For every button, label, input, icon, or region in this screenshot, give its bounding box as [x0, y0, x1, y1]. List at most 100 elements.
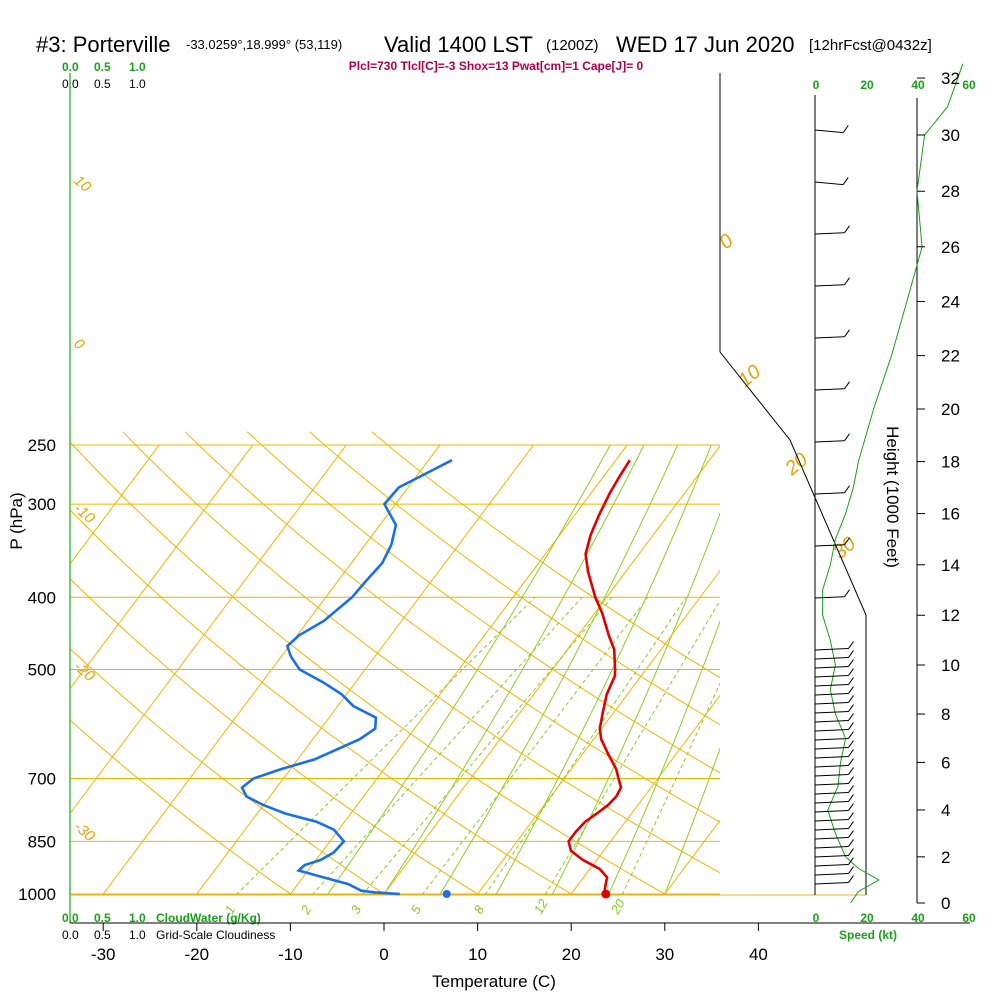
wind-barb — [814, 765, 849, 768]
wind-barb-flag — [844, 329, 850, 337]
background-grid — [70, 431, 846, 895]
wind-panel — [814, 63, 964, 904]
wind-barb — [814, 882, 849, 885]
wind-barb — [814, 284, 845, 287]
cloudwater-tick: 0.5 — [94, 911, 111, 925]
dry-adiabat-label: 10 — [70, 172, 94, 196]
valid-utc: (1200Z) — [546, 37, 599, 54]
height-axis-label: Height (1000 Feet) — [883, 426, 902, 568]
speed-axis-bottom: 0 20 40 60 Speed (kt) — [813, 911, 976, 942]
wind-barb-flag — [848, 776, 854, 784]
mixing-ratio-label: 2 — [297, 902, 314, 917]
x-axis-label: Temperature (C) — [432, 972, 556, 991]
height-tick-label: 2 — [941, 848, 950, 867]
wind-barb-flag — [848, 812, 854, 820]
wind-barb-flag — [848, 686, 854, 694]
wind-speed-profile — [822, 63, 964, 904]
surface-temperature-marker — [601, 889, 611, 899]
cloudiness-tick: 0.0 — [62, 928, 79, 942]
moist-adiabat-line — [439, 444, 679, 895]
speed-tick: 40 — [911, 911, 925, 925]
cloudwater-label: CloudWater (g/Kg) — [156, 911, 261, 925]
mixing-ratio-line — [421, 596, 649, 895]
speed-axis-top: 0 20 40 60 — [813, 78, 976, 92]
height-tick-label: 22 — [941, 347, 960, 366]
dry-adiabat-line — [70, 719, 293, 895]
height-tick-label: 16 — [941, 505, 960, 524]
cloud-scale-top: 0.0 0.5 1.0 0.0 0.5 1.0 — [62, 60, 146, 91]
wind-barb — [814, 828, 849, 831]
y-axis-label: P (hPa) — [7, 492, 26, 549]
dry-adiabat-label: 0 — [70, 335, 88, 354]
dry-adiabat-line — [184, 431, 720, 823]
moist-adiabat-line — [495, 444, 712, 895]
dry-adiabat-line — [371, 431, 720, 679]
temperature-tick-label: 30 — [655, 945, 674, 964]
wind-barb — [814, 774, 849, 777]
moist-adiabat-line — [608, 619, 720, 895]
wind-barb-flag — [842, 125, 849, 133]
dry-adiabat-line — [70, 441, 668, 895]
wind-barb — [814, 666, 849, 669]
isotherm-line — [102, 444, 441, 895]
cloudwater-tick: 1.0 — [129, 60, 146, 74]
dry-adiabat-line — [309, 431, 720, 726]
wind-barb-flag — [848, 677, 854, 685]
moist-adiabat-line — [721, 445, 846, 894]
wind-barb — [814, 819, 849, 822]
speed-tick: 20 — [860, 78, 874, 92]
wind-barb — [814, 684, 849, 687]
wind-barb-flag — [844, 381, 850, 389]
chart-axes: 0246810121416182022242628303225030040050… — [18, 69, 960, 964]
height-tick-label: 28 — [941, 182, 960, 201]
mixing-ratio-line — [544, 599, 720, 895]
dry-adiabat-line — [70, 647, 387, 895]
wind-barb-flag — [844, 433, 850, 441]
cloud-scale-bottom: 0.0 0.5 1.0 CloudWater (g/Kg) 0.0 0.5 1.… — [62, 911, 275, 942]
wind-barb — [814, 801, 849, 804]
height-tick-label: 0 — [941, 894, 950, 913]
valid-time: Valid 1400 LST — [384, 32, 533, 57]
wind-barb-flag — [848, 848, 854, 856]
temperature-tick-label: -20 — [185, 945, 210, 964]
height-tick-label: 4 — [941, 801, 950, 820]
pressure-tick-label: 400 — [28, 588, 56, 607]
wind-barb — [814, 711, 849, 714]
mixing-ratio-line — [235, 596, 536, 895]
mixing-ratio-label: 12 — [531, 896, 552, 917]
wind-barb-flag — [844, 589, 850, 597]
wind-barb — [814, 336, 845, 339]
wind-barb-flag — [848, 875, 854, 883]
wind-barb-flag — [848, 857, 854, 865]
cloudiness-tick: 0.5 — [94, 928, 111, 942]
wind-barb-flag — [842, 177, 849, 185]
temperature-tick-label: 40 — [749, 945, 768, 964]
wind-barb — [814, 738, 849, 741]
wind-barb-flag — [848, 767, 854, 775]
wind-barb-flag — [848, 866, 854, 874]
wind-barb — [814, 792, 849, 795]
height-tick-label: 32 — [941, 69, 960, 88]
wind-barb — [814, 720, 849, 723]
moist-adiabat-line — [383, 444, 645, 895]
moist-adiabat-line — [552, 512, 720, 895]
wind-panel-outline — [719, 351, 867, 895]
chart-header: #3: Porterville -33.0259°,18.999° (53,11… — [36, 32, 932, 73]
wind-barb — [814, 747, 849, 750]
height-tick-label: 14 — [941, 556, 960, 575]
wind-barb-flag — [848, 758, 854, 766]
wind-barb-flag — [848, 695, 854, 703]
wind-barb — [814, 873, 849, 876]
height-tick-label: 30 — [941, 126, 960, 145]
moist-adiabat-line — [664, 747, 720, 895]
wind-barb — [814, 388, 845, 391]
wind-barb — [814, 232, 845, 235]
height-tick-label: 26 — [941, 238, 960, 257]
wind-barb-flag — [844, 537, 850, 545]
mixing-ratio-label: 8 — [471, 902, 488, 916]
dry-adiabat-line — [246, 431, 720, 774]
plot-frame — [69, 73, 970, 924]
wind-barb — [814, 783, 849, 786]
